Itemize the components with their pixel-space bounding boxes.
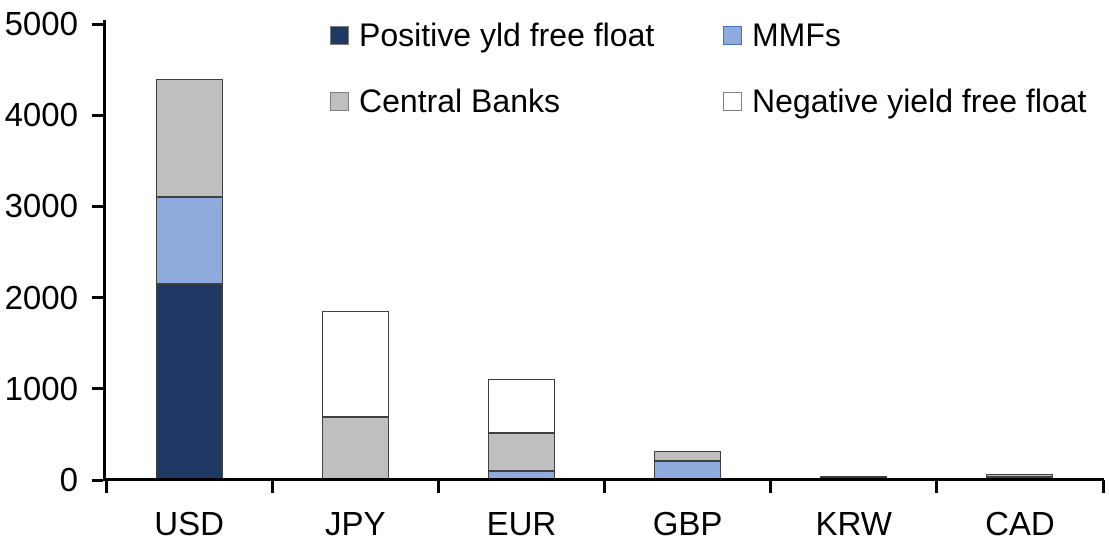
legend-label-mmfs: MMFs: [752, 17, 841, 53]
x-axis-tick: [104, 480, 108, 493]
y-axis-tick-label: 5000: [4, 5, 78, 42]
x-axis-line: [103, 478, 1104, 481]
y-axis-tick: [92, 113, 103, 117]
legend-swatch-positive-yld-free-float-icon: [330, 25, 349, 45]
legend-item-mmfs: MMFs: [723, 17, 841, 53]
y-axis-tick: [92, 296, 103, 300]
x-axis-category-label-jpy: JPY: [324, 505, 386, 542]
bar-segment-USD-positive-yld-free-float: [155, 283, 223, 480]
legend-item-negative-yield-free-float: Negative yield free float: [723, 83, 1086, 119]
legend-swatch-mmfs-icon: [723, 25, 742, 45]
legend-swatch-central-banks-icon: [330, 91, 349, 111]
bar-segment-GBP-central-banks: [654, 450, 722, 461]
legend-label-positive-yld-free-float: Positive yld free float: [359, 17, 655, 53]
bar-segment-CAD-central-banks: [986, 473, 1054, 477]
legend-item-positive-yld-free-float: Positive yld free float: [330, 17, 654, 53]
legend-item-central-banks: Central Banks: [330, 83, 560, 119]
y-axis-tick-label: 2000: [4, 278, 78, 316]
bar-segment-USD-mmfs: [155, 197, 223, 284]
bar-segment-JPY-central-banks: [321, 417, 389, 480]
bar-segment-EUR-central-banks: [487, 432, 555, 471]
y-axis-tick-label: 3000: [4, 187, 78, 225]
y-axis-tick: [92, 22, 103, 26]
bar-segment-JPY-negative-yield-free-float: [321, 311, 389, 418]
y-axis-line: [103, 20, 106, 481]
x-axis-tick: [1101, 480, 1105, 493]
x-axis-category-label-gbp: GBP: [652, 505, 723, 542]
bar-segment-EUR-negative-yield-free-float: [487, 378, 555, 433]
y-axis-tick: [92, 387, 103, 391]
y-axis-tick-label: 0: [59, 461, 78, 498]
x-axis-category-label-usd: USD: [154, 505, 224, 542]
x-axis-tick: [603, 480, 606, 493]
y-axis-tick-label: 1000: [4, 369, 78, 407]
x-axis-tick: [769, 480, 773, 493]
bar-segment-USD-central-banks: [155, 78, 223, 198]
legend-swatch-negative-yield-free-float-icon: [723, 91, 742, 111]
legend-label-negative-yield-free-float: Negative yield free float: [752, 83, 1087, 119]
x-axis-category-label-eur: EUR: [486, 505, 557, 542]
legend-label-central-banks: Central Banks: [359, 83, 560, 119]
x-axis-category-label-cad: CAD: [985, 505, 1055, 542]
x-axis-tick: [935, 480, 939, 493]
y-axis-tick-label: 4000: [4, 96, 78, 134]
x-axis-tick: [436, 480, 440, 493]
y-axis-tick: [92, 478, 103, 482]
x-axis-category-label-krw: KRW: [815, 505, 892, 542]
x-axis-tick: [270, 480, 274, 493]
y-axis-tick: [92, 204, 103, 208]
